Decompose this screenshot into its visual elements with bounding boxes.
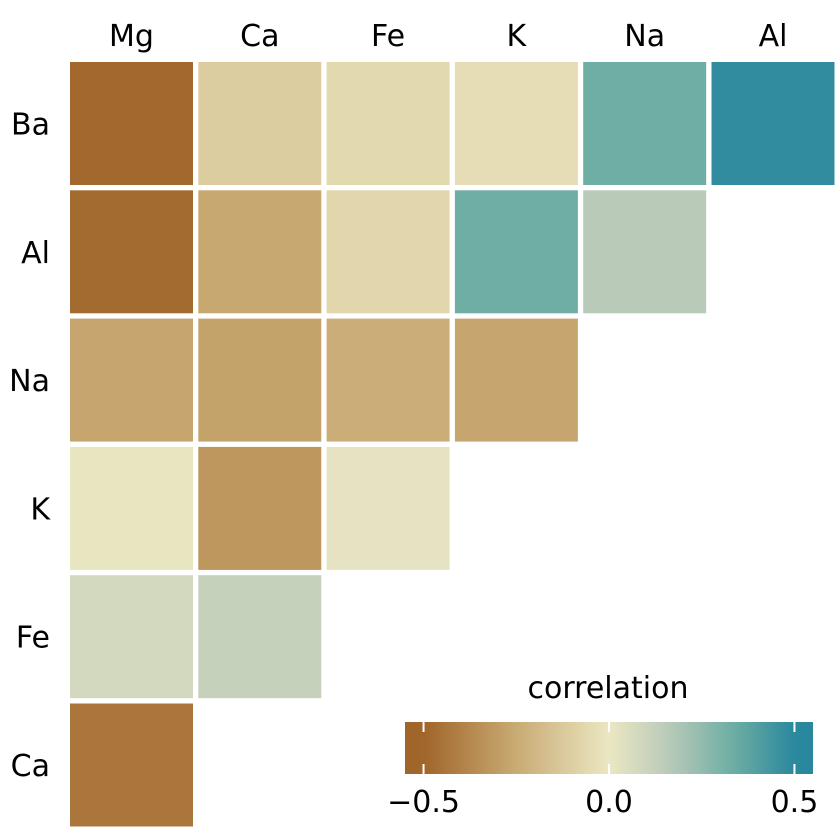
heatmap-cell-Na-Ca [198,318,322,442]
heatmap-cell-Al-Fe [326,190,450,314]
column-label: Na [624,19,665,54]
legend-tick-label: 0.5 [771,785,819,820]
row-labels: Ba Al Na K Fe Ca [9,108,51,785]
heatmap-cell-K-Ca [198,446,322,570]
heatmap-cell-Ba-Al [711,62,835,185]
heatmap-cell-Fe-Mg [70,575,193,699]
heatmap-cell-Ca-Mg [70,703,193,827]
column-label: Fe [371,19,405,54]
row-label: Fe [16,621,50,656]
heatmap-cell-Ba-Ca [198,62,322,185]
column-label: K [507,19,528,54]
heatmap-cell-K-Fe [326,446,450,570]
heatmap-cell-Ba-Na [583,62,707,185]
heatmap-cell-Ba-K [454,62,578,185]
heatmap-cell-Na-K [454,318,578,442]
row-label: K [30,492,51,527]
row-label: Ba [11,108,50,143]
heatmap-cell-Ba-Mg [70,62,193,185]
heatmap-cells [70,62,835,827]
legend-title: correlation [528,671,689,706]
row-label: Al [21,236,50,271]
heatmap-cell-Al-Ca [198,190,322,314]
row-label: Na [9,364,50,399]
legend-tick-label: 0.0 [585,785,633,820]
color-legend: correlation −0.5 0.0 0.5 [387,671,818,820]
heatmap-cell-Al-K [454,190,578,314]
heatmap-cell-Na-Mg [70,318,193,442]
heatmap-cell-Al-Mg [70,190,193,314]
row-label: Ca [11,749,50,784]
heatmap-cell-Na-Fe [326,318,450,442]
heatmap-cell-K-Mg [70,446,193,570]
heatmap-cell-Ba-Fe [326,62,450,185]
column-label: Mg [109,19,154,54]
heatmap-cell-Fe-Ca [198,575,322,699]
column-label: Ca [240,19,279,54]
column-labels: Mg Ca Fe K Na Al [109,19,787,54]
legend-tick-label: −0.5 [387,785,460,820]
heatmap-cell-Al-Na [583,190,707,314]
column-label: Al [759,19,788,54]
